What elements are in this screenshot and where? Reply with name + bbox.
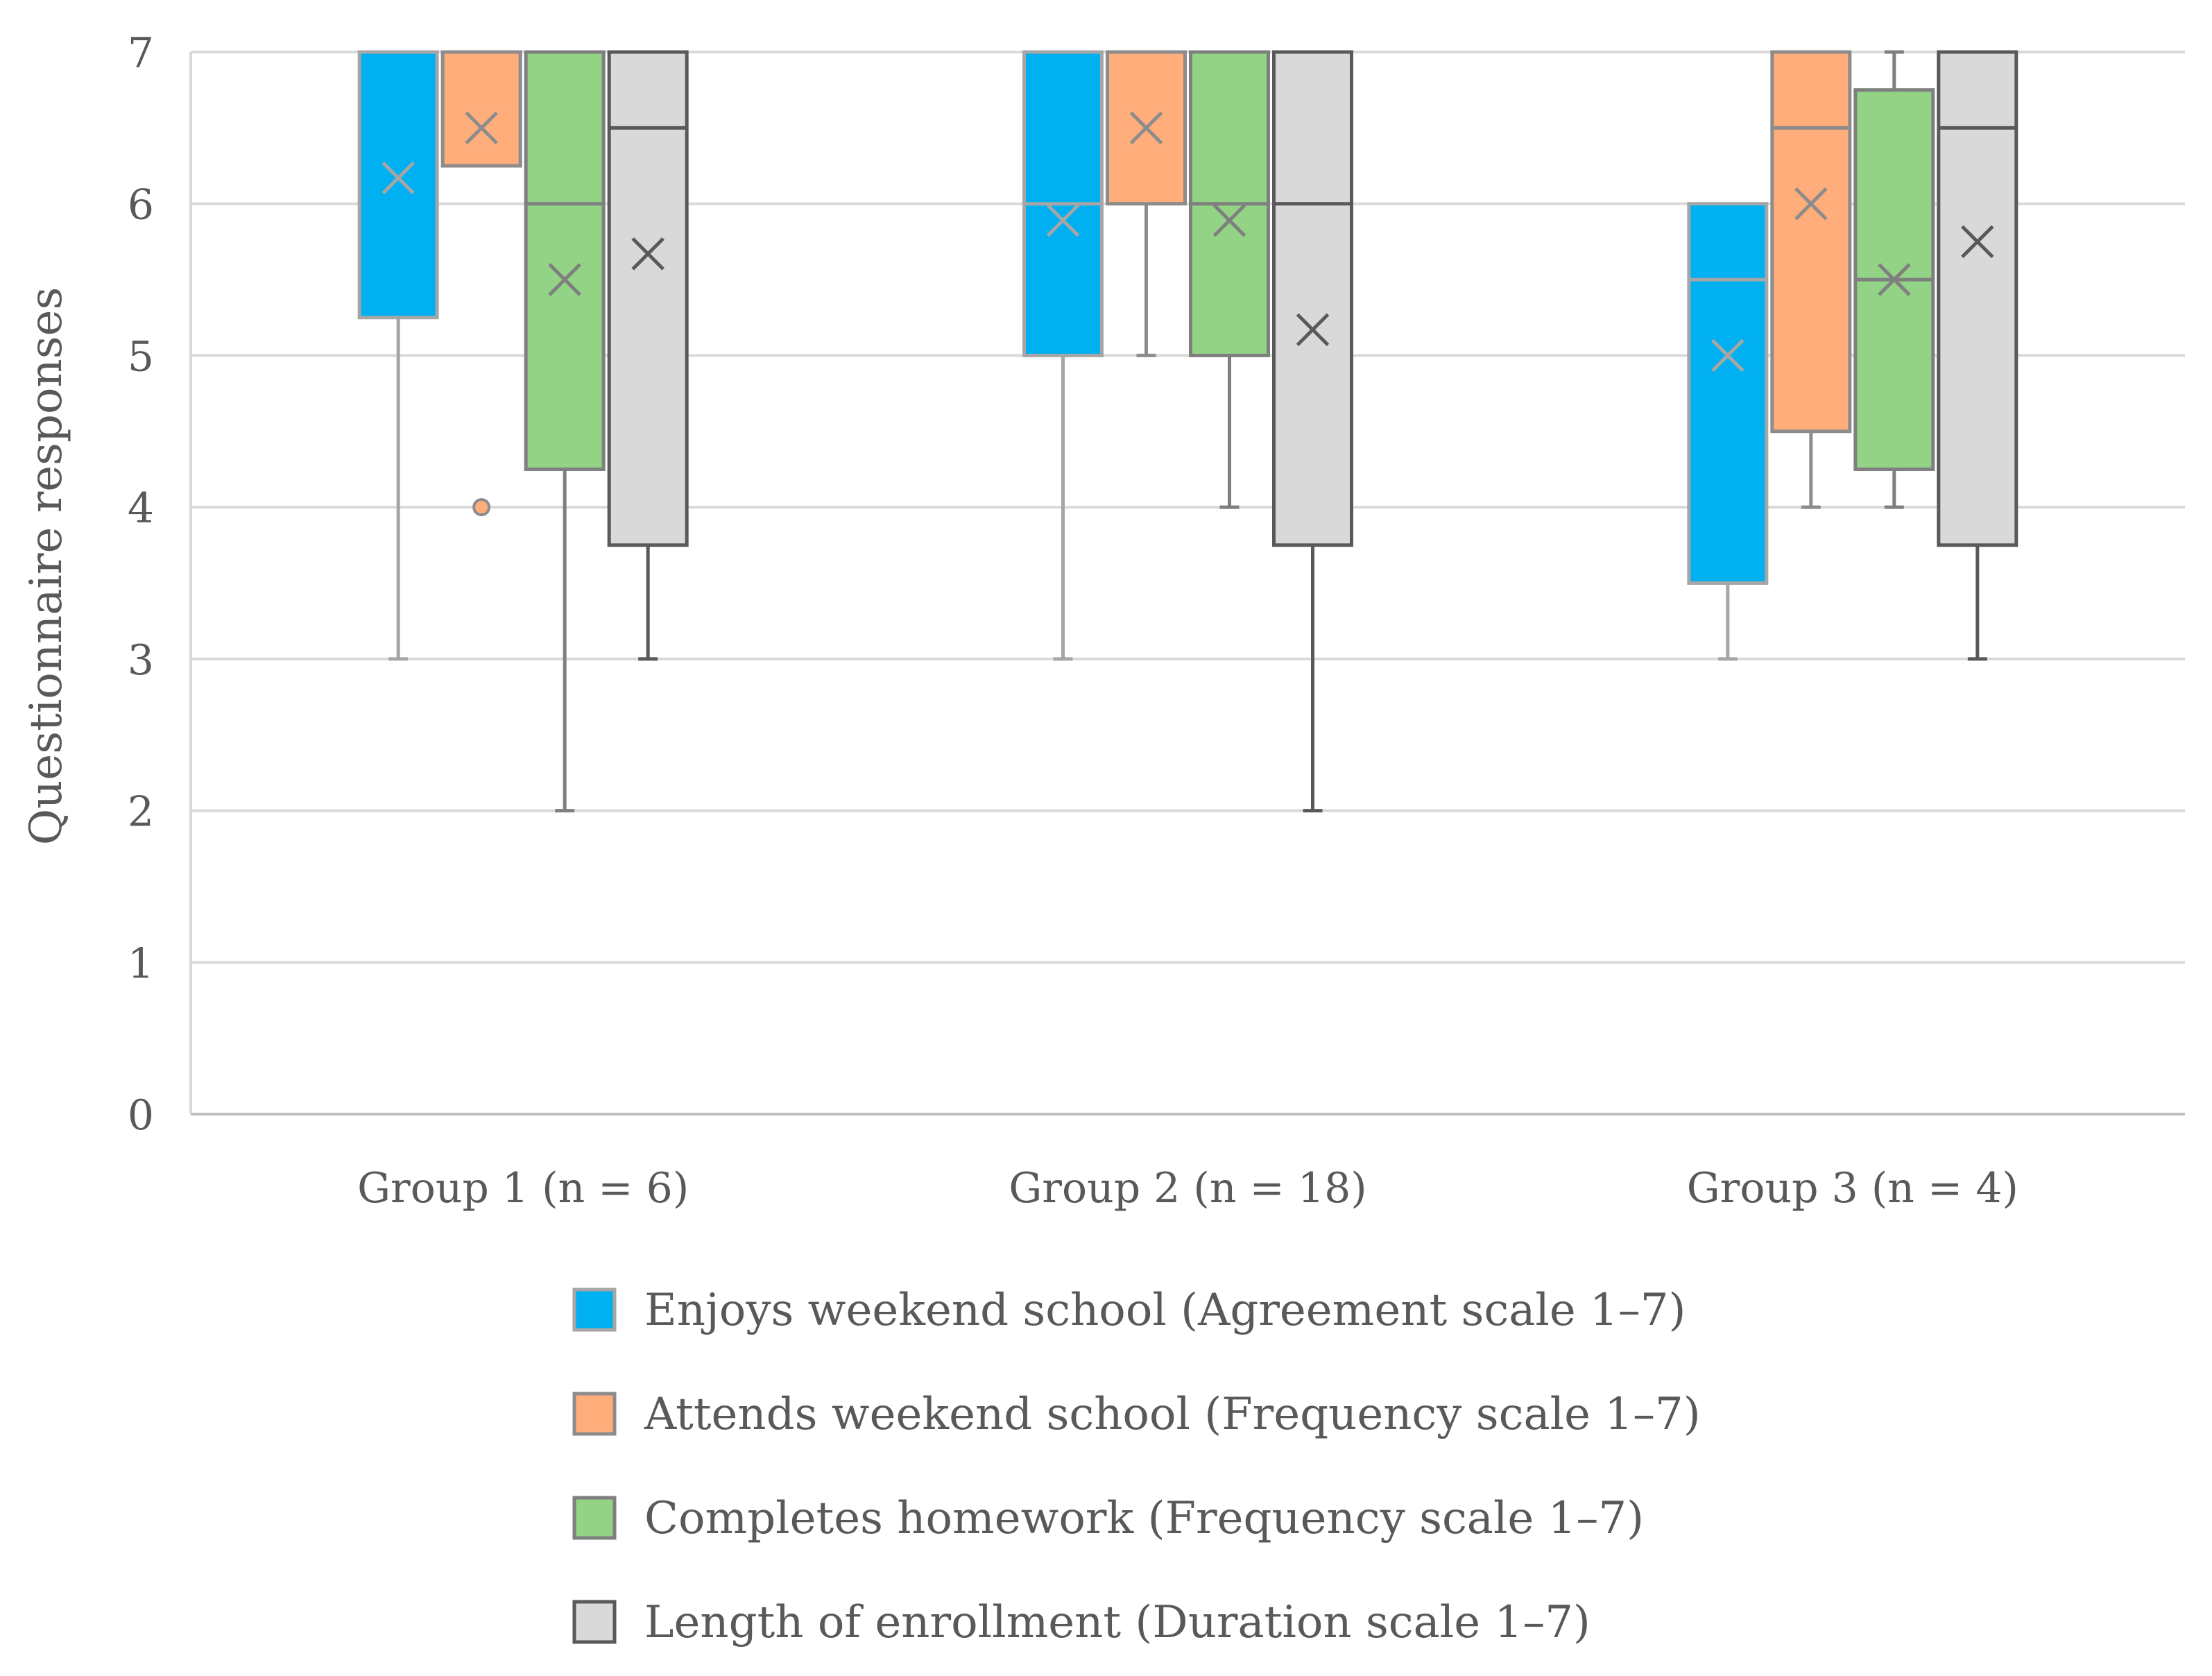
mean-marker (381, 161, 415, 195)
legend-item: Completes homework (Frequency scale 1–7) (572, 1493, 1644, 1544)
box-1-2 (1022, 50, 1104, 661)
box-2-1 (440, 50, 522, 517)
y-tick-label: 5 (128, 332, 154, 381)
box-iqr (607, 50, 689, 547)
mean-marker (1212, 204, 1246, 237)
outlier-point (472, 498, 491, 517)
y-tick-label: 2 (128, 788, 154, 837)
legend-item: Attends weekend school (Frequency scale … (572, 1389, 1701, 1440)
y-tick-label: 3 (128, 636, 154, 685)
box-4-3 (1937, 50, 2018, 661)
mean-marker (465, 111, 498, 145)
mean-marker (631, 237, 665, 271)
y-tick-label: 0 (128, 1091, 154, 1140)
legend-swatch (572, 1392, 617, 1436)
legend-label: Enjoys weekend school (Agreement scale 1… (644, 1285, 1686, 1336)
grid-layer (191, 51, 2185, 964)
legend-swatch (572, 1600, 617, 1644)
y-axis-title: Questionnaire responses (21, 287, 72, 846)
box-iqr (524, 50, 606, 471)
box-layer (357, 50, 2018, 813)
legend-label: Attends weekend school (Frequency scale … (644, 1389, 1701, 1440)
box-iqr (1272, 50, 1353, 547)
box-3-1 (524, 50, 606, 813)
mean-marker (548, 263, 581, 296)
x-tick-label: Group 3 (n = 4) (1687, 1164, 2018, 1213)
box-iqr (440, 50, 522, 168)
legend: Enjoys weekend school (Agreement scale 1… (572, 1285, 1701, 1648)
y-tick-label: 4 (128, 484, 154, 533)
mean-marker (1296, 313, 1330, 347)
mean-marker (1961, 225, 1994, 259)
box-1-1 (357, 50, 439, 661)
x-tick-label: Group 2 (n = 18) (1009, 1164, 1366, 1213)
legend-label: Length of enrollment (Duration scale 1–7… (644, 1597, 1591, 1648)
y-tick-label: 7 (128, 29, 154, 78)
mean-marker (1046, 204, 1080, 237)
box-iqr (1687, 202, 1769, 585)
mean-marker (1129, 111, 1163, 145)
axis-layer: 0 1 2 3 4 5 6 7 Group 1 (n = 6) Group 2 (n = 18) G… (128, 29, 2185, 1213)
box-1-3 (1687, 202, 1769, 661)
box-4-1 (607, 50, 689, 661)
box-3-3 (1853, 50, 1935, 509)
box-iqr (1937, 50, 2018, 547)
legend-swatch (572, 1288, 617, 1332)
box-iqr (1770, 50, 1852, 434)
box-4-2 (1272, 50, 1353, 813)
legend-item: Length of enrollment (Duration scale 1–7… (572, 1597, 1591, 1648)
y-tick-label: 6 (128, 181, 154, 230)
x-tick-label: Group 1 (n = 6) (357, 1164, 689, 1213)
legend-swatch (572, 1496, 617, 1540)
legend-item: Enjoys weekend school (Agreement scale 1… (572, 1285, 1686, 1336)
mean-marker (1794, 187, 1828, 221)
y-tick-label: 1 (128, 939, 154, 988)
box-2-3 (1770, 50, 1852, 509)
mean-marker (1878, 263, 1911, 296)
mean-marker (1711, 339, 1744, 373)
box-3-2 (1189, 50, 1270, 509)
box-iqr (357, 50, 439, 320)
legend-label: Completes homework (Frequency scale 1–7) (644, 1493, 1644, 1544)
box-2-2 (1106, 50, 1187, 357)
